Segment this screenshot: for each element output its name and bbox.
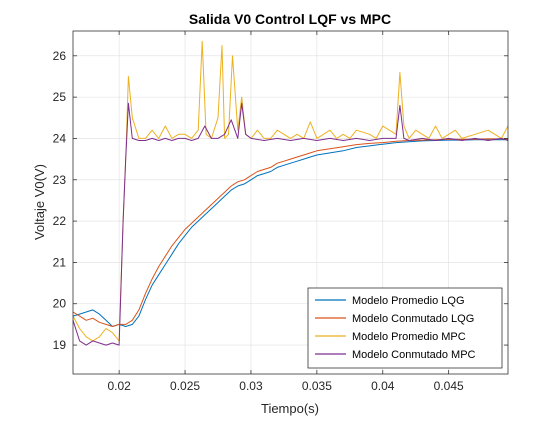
y-tick-label: 20 — [53, 297, 67, 311]
legend-box — [307, 287, 503, 369]
x-tick-label: 0.025 — [170, 379, 200, 393]
x-tick-label: 0.03 — [239, 379, 263, 393]
chart-title: Salida V0 Control LQF vs MPC — [189, 11, 391, 27]
x-axis-label: Tiempo(s) — [261, 401, 319, 416]
series-layer — [72, 40, 509, 346]
grid-lines — [73, 31, 508, 374]
y-axis-label: Voltaje V0(V) — [32, 164, 47, 240]
series-line-3 — [72, 40, 509, 342]
series-line-1 — [72, 139, 508, 327]
x-tick-label: 0.045 — [434, 379, 464, 393]
legend-label: Modelo Promedio MPC — [352, 331, 466, 343]
y-tick-label: 22 — [53, 214, 67, 228]
y-tick-label: 21 — [53, 255, 67, 269]
y-tick-label: 26 — [53, 49, 67, 63]
series-line-2 — [72, 138, 508, 327]
y-tick-label: 25 — [53, 90, 67, 104]
legend: Modelo Promedio LQG Modelo Conmutado LQG M… — [307, 287, 503, 369]
legend-label: Modelo Conmutado LQG — [352, 313, 474, 325]
legend-label: Modelo Conmutado MPC — [352, 349, 476, 361]
y-tick-label: 19 — [53, 338, 67, 352]
x-tick-label: 0.04 — [371, 379, 395, 393]
ticks: 0.02 0.025 0.03 0.035 0.04 0.045 19 20 21 22 23 24 2… — [53, 31, 508, 393]
y-tick-label: 24 — [53, 131, 67, 145]
x-tick-label: 0.02 — [107, 379, 131, 393]
plot-frame — [72, 30, 509, 375]
series-line-4 — [72, 102, 509, 346]
legend-label: Modelo Promedio LQG — [352, 295, 465, 307]
x-tick-label: 0.035 — [302, 379, 332, 393]
y-tick-label: 23 — [53, 173, 67, 187]
